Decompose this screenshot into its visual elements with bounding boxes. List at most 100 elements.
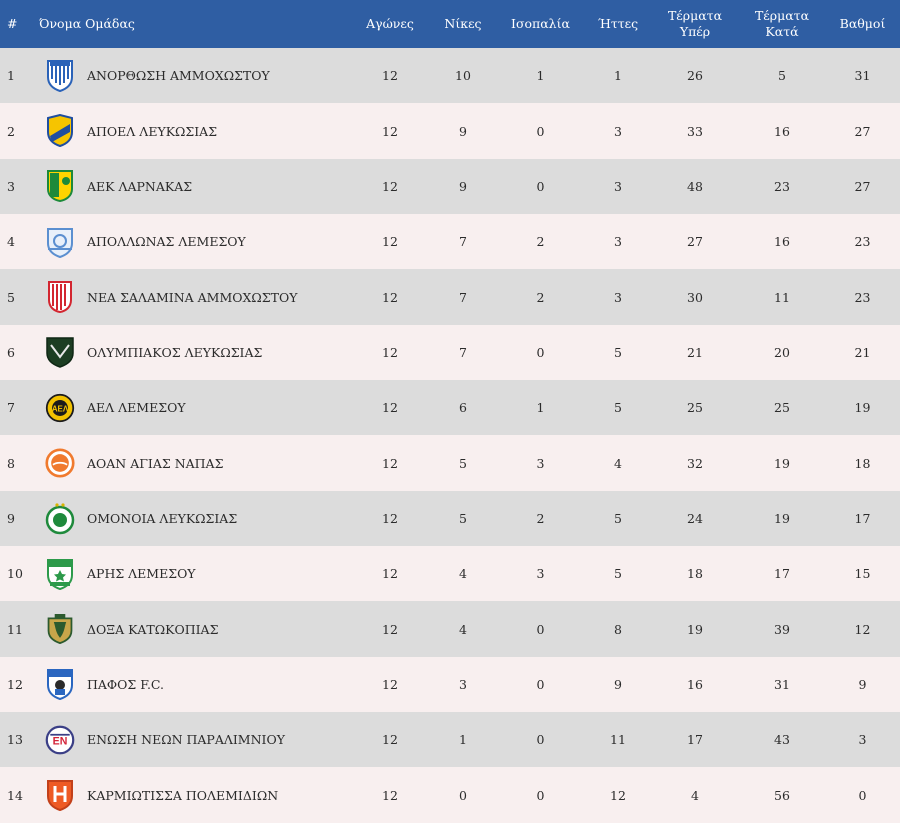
- table-row[interactable]: 3 ΑΕΚ ΛΑΡΝΑΚΑΣ 12 9 0 3 48 23 27: [0, 158, 900, 215]
- losses-cell: 12: [610, 787, 626, 803]
- team-cell: ΑΠΟΛΛΩΝΑΣ ΛΕΜΕΣΟΥ: [39, 214, 350, 269]
- team-info[interactable]: ΔΟΞΑ ΚΑΤΩΚΟΠΙΑΣ: [39, 611, 350, 647]
- draws-cell: 2: [536, 289, 545, 305]
- team-name[interactable]: ΚΑΡΜΙΩΤΙΣΣΑ ΠΟΛΕΜΙΔΙΩΝ: [87, 787, 279, 803]
- table-row[interactable]: 1 ΑΝΟΡΘΩΣΗ ΑΜΜΟΧΩΣΤΟΥ 12 10 1 1 26 5 31: [0, 48, 900, 104]
- team-name[interactable]: ΑΡΗΣ ΛΕΜΕΣΟΥ: [87, 566, 196, 582]
- team-name[interactable]: ΟΛΥΜΠΙΑΚΟΣ ΛΕΥΚΩΣΙΑΣ: [87, 344, 263, 360]
- wins-cell: 4: [459, 621, 467, 637]
- table-row[interactable]: 10 ΑΡΗΣ ΛΕΜΕΣΟΥ 12 4 3 5 18 17 15: [0, 546, 900, 602]
- header-losses[interactable]: Ήττες: [597, 16, 639, 31]
- table-row[interactable]: 9 ΟΜΟΝΟΙΑ ΛΕΥΚΩΣΙΑΣ 12 5 2 5 24 19 17: [0, 490, 900, 547]
- team-info[interactable]: ΠΑΦΟΣ F.C.: [39, 666, 350, 702]
- losses-cell: 4: [614, 455, 622, 471]
- losses-cell: 3: [614, 123, 622, 139]
- team-info[interactable]: ΚΑΡΜΙΩΤΙΣΣΑ ΠΟΛΕΜΙΔΙΩΝ: [39, 777, 350, 813]
- team-info[interactable]: ΑΕΚ ΛΑΡΝΑΚΑΣ: [39, 168, 350, 204]
- team-name[interactable]: ΑΠΟΕΛ ΛΕΥΚΩΣΙΑΣ: [87, 123, 218, 139]
- team-name[interactable]: ΑΝΟΡΘΩΣΗ ΑΜΜΟΧΩΣΤΟΥ: [87, 68, 270, 84]
- points-cell: 18: [854, 455, 871, 471]
- team-name[interactable]: ΑΠΟΛΛΩΝΑΣ ΛΕΜΕΣΟΥ: [87, 234, 246, 250]
- points-cell: 27: [854, 178, 871, 194]
- header-position[interactable]: #: [7, 16, 18, 31]
- team-info[interactable]: ΑΠΟΛΛΩΝΑΣ ΛΕΜΕΣΟΥ: [39, 224, 350, 260]
- team-info[interactable]: ΑΡΗΣ ΛΕΜΕΣΟΥ: [39, 556, 350, 592]
- table-row[interactable]: 14 ΚΑΡΜΙΩΤΙΣΣΑ ΠΟΛΕΜΙΔΙΩΝ 12 0 0 12 4 56 0: [0, 767, 900, 823]
- team-info[interactable]: ΑΕΛ ΑΕΛ ΛΕΜΕΣΟΥ: [39, 390, 350, 426]
- team-info[interactable]: ΟΜΟΝΟΙΑ ΛΕΥΚΩΣΙΑΣ: [39, 500, 350, 536]
- goals-for-cell: 19: [687, 621, 703, 637]
- team-name[interactable]: ΑΕΚ ΛΑΡΝΑΚΑΣ: [87, 178, 193, 194]
- team-cell: ΑΟΑΝ ΑΓΙΑΣ ΝΑΠΑΣ: [39, 435, 350, 490]
- team-info[interactable]: ΑΝΟΡΘΩΣΗ ΑΜΜΟΧΩΣΤΟΥ: [39, 58, 350, 94]
- played-cell: 12: [382, 732, 398, 748]
- team-name[interactable]: ΑΟΑΝ ΑΓΙΑΣ ΝΑΠΑΣ: [87, 455, 224, 471]
- team-name[interactable]: ΕΝΩΣΗ ΝΕΩΝ ΠΑΡΑΛΙΜΝΙΟΥ: [87, 732, 285, 748]
- draws-cell: 2: [536, 234, 545, 250]
- team-cell: ΑΠΟΕΛ ΛΕΥΚΩΣΙΑΣ: [39, 103, 350, 158]
- svg-text:ΕΝ: ΕΝ: [53, 735, 68, 747]
- wins-cell: 4: [459, 566, 467, 582]
- omonoia-crest-icon: [45, 500, 75, 536]
- table-row[interactable]: 6 ΟΛΥΜΠΙΑΚΟΣ ΛΕΥΚΩΣΙΑΣ 12 7 0 5 21 20 21: [0, 324, 900, 381]
- table-row[interactable]: 5 ΝΕΑ ΣΑΛΑΜΙΝΑ ΑΜΜΟΧΩΣΤΟΥ 12 7 2 3 30 11 23: [0, 269, 900, 325]
- team-name[interactable]: ΝΕΑ ΣΑΛΑΜΙΝΑ ΑΜΜΟΧΩΣΤΟΥ: [87, 289, 298, 305]
- team-info[interactable]: ΕΝ ΕΝΩΣΗ ΝΕΩΝ ΠΑΡΑΛΙΜΝΙΟΥ: [39, 722, 350, 758]
- team-info[interactable]: ΝΕΑ ΣΑΛΑΜΙΝΑ ΑΜΜΟΧΩΣΤΟΥ: [39, 279, 350, 315]
- goals-for-cell: 16: [687, 676, 703, 692]
- goals-against-cell: 39: [774, 621, 790, 637]
- team-name[interactable]: ΠΑΦΟΣ F.C.: [87, 676, 165, 692]
- table-row[interactable]: 13 ΕΝ ΕΝΩΣΗ ΝΕΩΝ ΠΑΡΑΛΙΜΝΙΟΥ 12 1 0 11 17 43 3: [0, 712, 900, 768]
- table-row[interactable]: 8 ΑΟΑΝ ΑΓΙΑΣ ΝΑΠΑΣ 12 5 3 4 32 19 18: [0, 435, 900, 491]
- header-team-name[interactable]: Όνομα Ομάδας: [39, 16, 135, 31]
- goals-against-cell: 31: [774, 676, 790, 692]
- wins-cell: 7: [459, 234, 467, 250]
- losses-cell: 8: [614, 621, 622, 637]
- draws-cell: 0: [536, 787, 545, 803]
- played-cell: 12: [382, 510, 398, 526]
- losses-cell: 1: [614, 68, 622, 84]
- header-points[interactable]: Βαθμοί: [839, 16, 886, 31]
- header-played[interactable]: Αγώνες: [366, 16, 414, 31]
- header-draws[interactable]: Ισοπαλία: [511, 16, 570, 31]
- table-row[interactable]: 12 ΠΑΦΟΣ F.C. 12 3 0 9 16 31 9: [0, 656, 900, 713]
- draws-cell: 0: [536, 676, 545, 692]
- position-cell: 10: [7, 566, 23, 582]
- team-name[interactable]: ΑΕΛ ΛΕΜΕΣΟΥ: [87, 400, 186, 416]
- draws-cell: 0: [536, 344, 545, 360]
- table-row[interactable]: 2 ΑΠΟΕΛ ΛΕΥΚΩΣΙΑΣ 12 9 0 3 33 16 27: [0, 103, 900, 159]
- header-goals-against[interactable]: Τέρματα Κατά: [739, 0, 825, 48]
- table-header: # Όνομα Ομάδας Αγώνες Νίκες Ισοπαλία Ήττ…: [0, 0, 900, 48]
- team-info[interactable]: ΑΠΟΕΛ ΛΕΥΚΩΣΙΑΣ: [39, 113, 350, 149]
- wins-cell: 10: [455, 68, 471, 84]
- draws-cell: 1: [536, 400, 545, 416]
- nea-salamina-crest-icon: [45, 279, 75, 315]
- doxa-crest-icon: [45, 611, 75, 647]
- team-cell: ΑΡΗΣ ΛΕΜΕΣΟΥ: [39, 546, 350, 601]
- draws-cell: 0: [536, 123, 545, 139]
- table-row[interactable]: 4 ΑΠΟΛΛΩΝΑΣ ΛΕΜΕΣΟΥ 12 7 2 3 27 16 23: [0, 214, 900, 270]
- team-name[interactable]: ΔΟΞΑ ΚΑΤΩΚΟΠΙΑΣ: [87, 621, 219, 637]
- table-row[interactable]: 11 ΔΟΞΑ ΚΑΤΩΚΟΠΙΑΣ 12 4 0 8 19 39 12: [0, 601, 900, 657]
- team-info[interactable]: ΟΛΥΜΠΙΑΚΟΣ ΛΕΥΚΩΣΙΑΣ: [39, 334, 350, 370]
- header-wins[interactable]: Νίκες: [444, 16, 482, 31]
- pafos-crest-icon: [45, 666, 75, 702]
- wins-cell: 9: [459, 123, 467, 139]
- team-info[interactable]: ΑΟΑΝ ΑΓΙΑΣ ΝΑΠΑΣ: [39, 445, 350, 481]
- team-name[interactable]: ΟΜΟΝΟΙΑ ΛΕΥΚΩΣΙΑΣ: [87, 510, 238, 526]
- points-cell: 17: [854, 510, 871, 526]
- table-row[interactable]: 7 ΑΕΛ ΑΕΛ ΛΕΜΕΣΟΥ 12 6 1 5 25 25 19: [0, 380, 900, 436]
- losses-cell: 3: [614, 289, 622, 305]
- anorthosis-crest-icon: [45, 58, 75, 94]
- header-goals-for[interactable]: Τέρματα Υπέρ: [651, 0, 739, 48]
- goals-for-cell: 33: [687, 123, 703, 139]
- position-cell: 4: [7, 234, 15, 250]
- losses-cell: 11: [610, 732, 626, 748]
- goals-for-cell: 24: [687, 510, 703, 526]
- goals-for-cell: 21: [687, 344, 703, 360]
- played-cell: 12: [382, 289, 398, 305]
- aris-crest-icon: [45, 556, 75, 592]
- losses-cell: 3: [614, 234, 622, 250]
- aoan-crest-icon: [45, 445, 75, 481]
- apollon-crest-icon: [45, 224, 75, 260]
